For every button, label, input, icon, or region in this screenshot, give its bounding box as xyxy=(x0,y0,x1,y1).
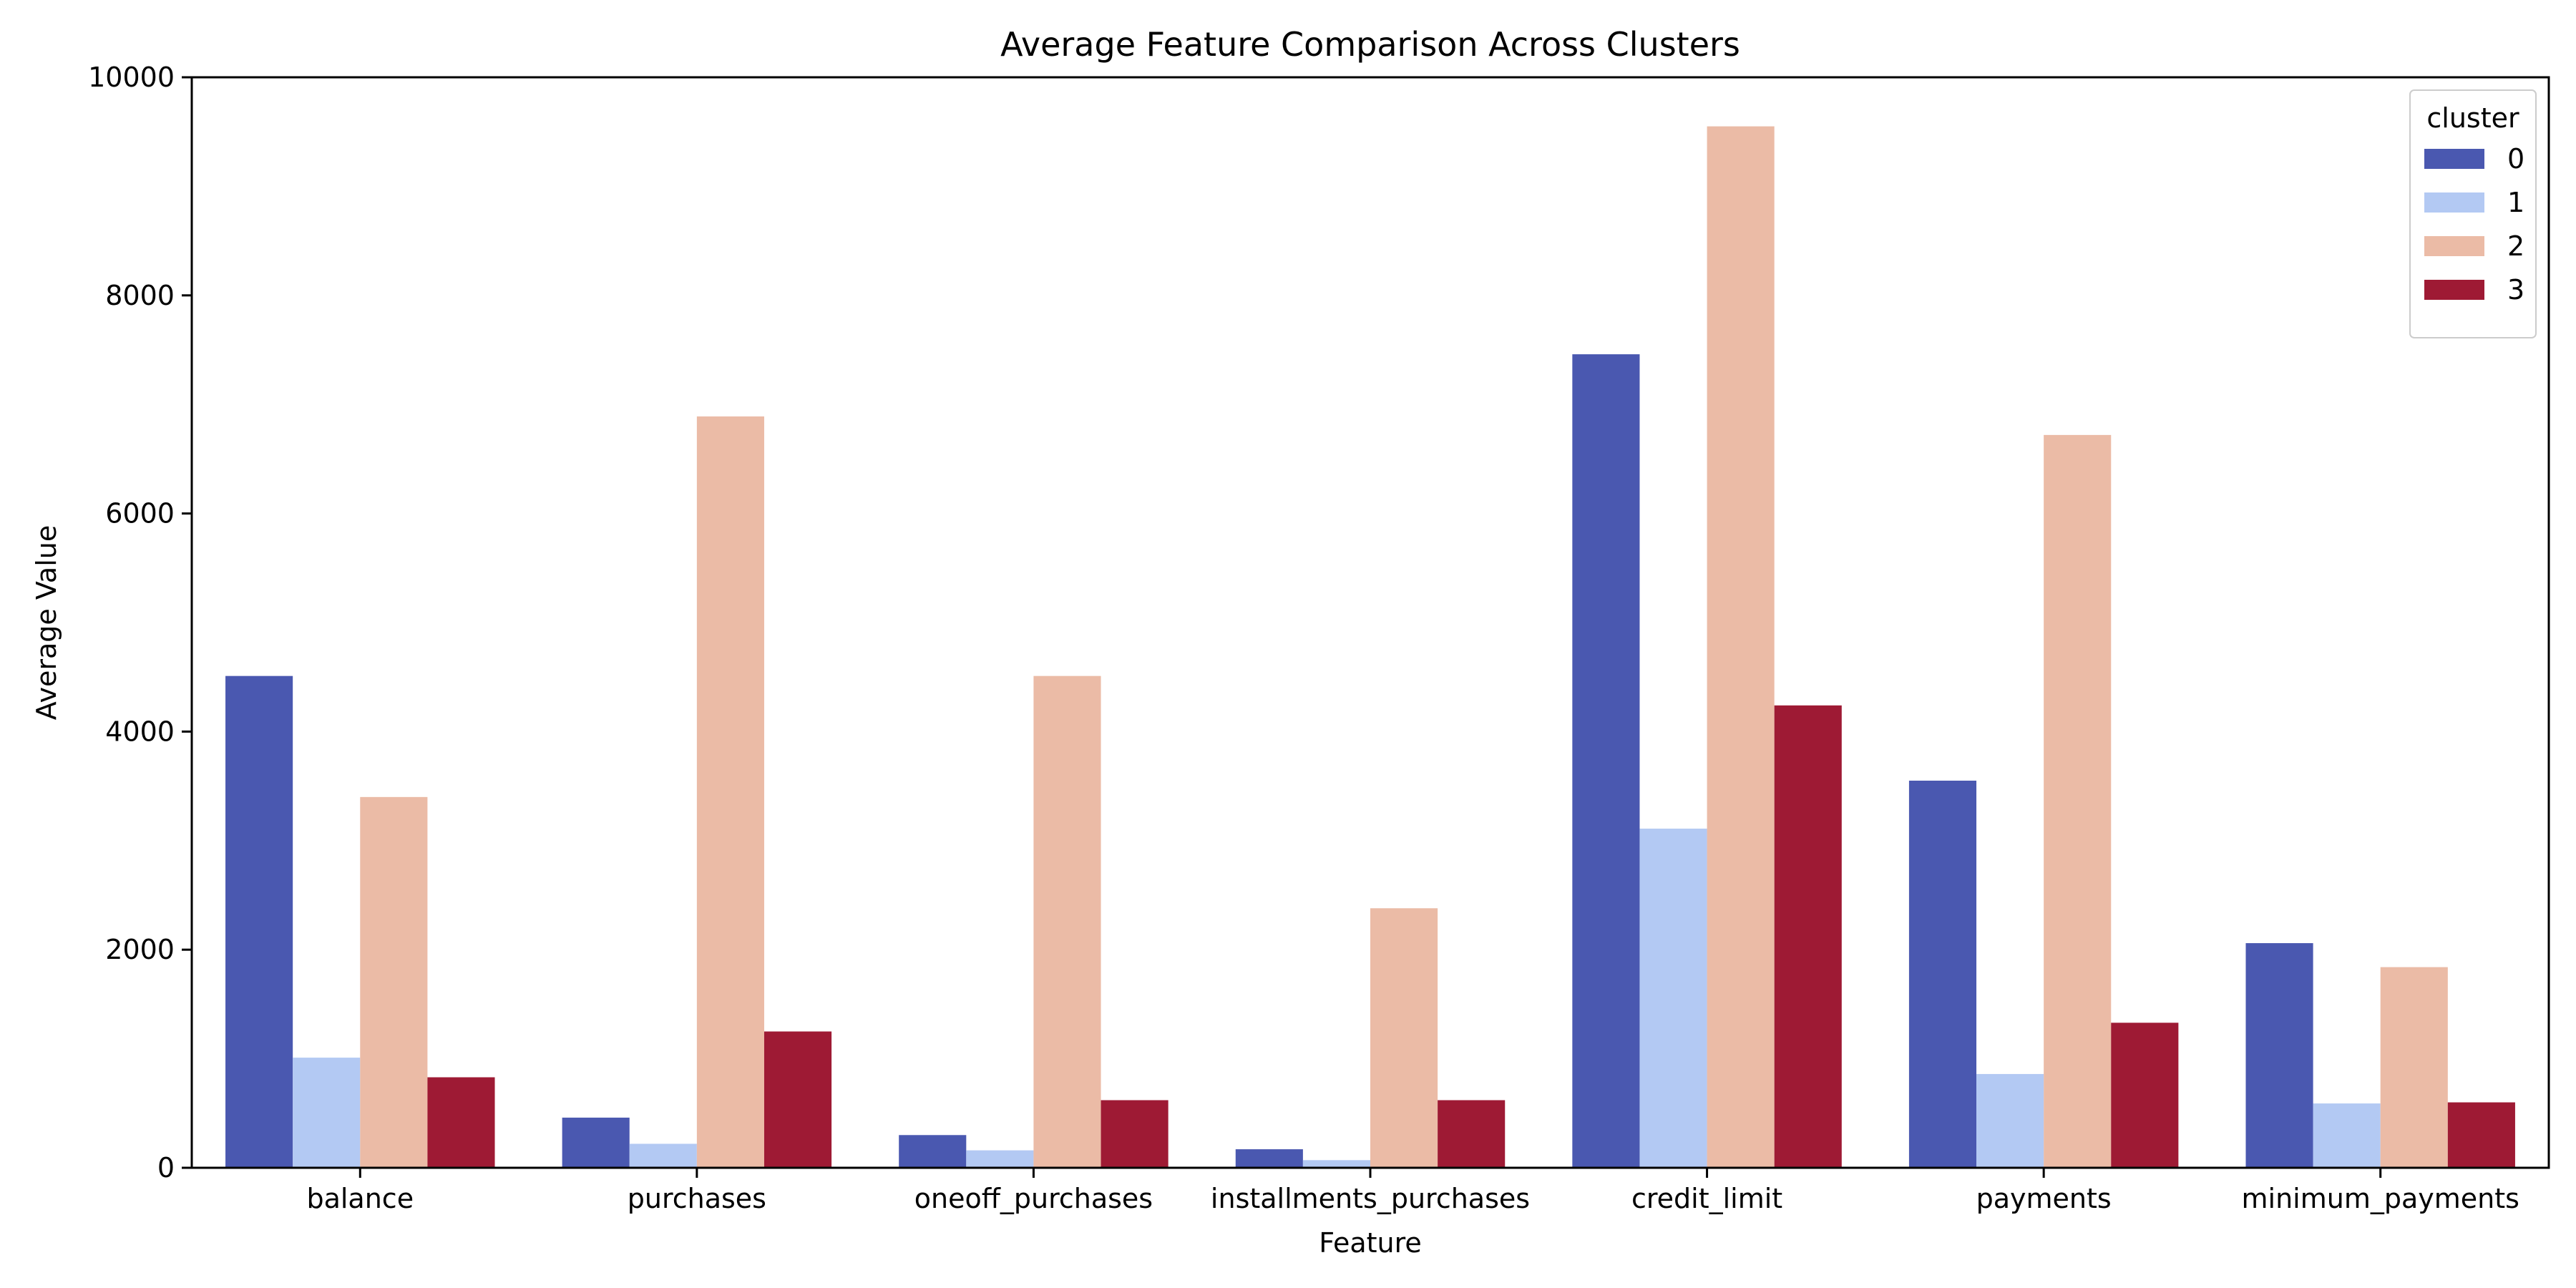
y-tick-label: 0 xyxy=(157,1152,175,1184)
x-tick-label-installments-purchases: installments_purchases xyxy=(1211,1183,1530,1214)
bar-purchases-cluster-1 xyxy=(629,1143,697,1168)
bar-purchases-cluster-2 xyxy=(696,416,764,1168)
legend-label-cluster-0: 0 xyxy=(2507,143,2524,175)
bar-minimum-payments-cluster-2 xyxy=(2380,967,2448,1168)
bar-oneoff-purchases-cluster-3 xyxy=(1101,1100,1169,1168)
x-tick-label-payments: payments xyxy=(1976,1183,2112,1214)
x-axis-ticks: balance purchases oneoff_purchases installm… xyxy=(306,1168,2519,1214)
bar-credit-limit-cluster-0 xyxy=(1572,354,1640,1169)
bar-credit-limit-cluster-1 xyxy=(1639,829,1707,1168)
chart-title: Average Feature Comparison Across Cluste… xyxy=(1000,25,1740,64)
bar-balance-cluster-0 xyxy=(225,675,293,1168)
bars-layer xyxy=(225,126,2515,1169)
legend-label-cluster-3: 3 xyxy=(2507,274,2524,306)
bar-payments-cluster-2 xyxy=(2044,434,2112,1168)
bar-purchases-cluster-3 xyxy=(763,1031,832,1168)
x-tick-label-minimum-payments: minimum_payments xyxy=(2242,1183,2519,1214)
bar-installments-purchases-cluster-1 xyxy=(1302,1160,1370,1168)
bar-minimum-payments-cluster-1 xyxy=(2313,1103,2381,1168)
bar-oneoff-purchases-cluster-2 xyxy=(1033,675,1101,1168)
x-tick-label-credit-limit: credit_limit xyxy=(1631,1183,1782,1214)
legend-swatch-cluster-1 xyxy=(2424,192,2484,213)
bar-purchases-cluster-0 xyxy=(562,1117,630,1168)
legend-swatch-cluster-0 xyxy=(2424,149,2484,169)
legend: cluster 0 1 2 3 xyxy=(2409,89,2537,338)
bar-payments-cluster-1 xyxy=(1976,1073,2044,1168)
legend-title: cluster xyxy=(2426,102,2519,134)
bar-payments-cluster-0 xyxy=(1908,780,1977,1168)
x-tick-label-oneoff-purchases: oneoff_purchases xyxy=(914,1183,1153,1214)
y-tick-label: 10000 xyxy=(88,62,175,93)
bar-credit-limit-cluster-3 xyxy=(1774,705,1842,1168)
legend-label-cluster-1: 1 xyxy=(2507,187,2524,218)
bar-installments-purchases-cluster-3 xyxy=(1438,1100,1506,1168)
bar-balance-cluster-3 xyxy=(427,1077,495,1168)
y-axis-label: Average Value xyxy=(31,525,62,720)
bar-installments-purchases-cluster-2 xyxy=(1370,908,1438,1168)
legend-swatch-cluster-2 xyxy=(2424,236,2484,256)
bar-credit-limit-cluster-2 xyxy=(1707,126,1775,1169)
bar-oneoff-purchases-cluster-0 xyxy=(899,1135,967,1168)
bar-balance-cluster-1 xyxy=(293,1058,361,1168)
y-tick-label: 4000 xyxy=(105,716,175,747)
y-tick-label: 6000 xyxy=(105,498,175,530)
x-tick-label-balance: balance xyxy=(306,1183,414,1214)
legend-swatch-cluster-3 xyxy=(2424,280,2484,300)
y-axis-ticks: 0 2000 4000 6000 8000 10000 xyxy=(88,62,192,1184)
bar-minimum-payments-cluster-3 xyxy=(2447,1102,2515,1168)
legend-label-cluster-2: 2 xyxy=(2507,230,2524,262)
y-tick-label: 2000 xyxy=(105,934,175,965)
legend-entries: 0 1 2 3 xyxy=(2424,143,2524,306)
bar-payments-cluster-3 xyxy=(2111,1023,2179,1168)
y-tick-label: 8000 xyxy=(105,280,175,311)
bar-oneoff-purchases-cluster-1 xyxy=(966,1150,1034,1168)
bar-installments-purchases-cluster-0 xyxy=(1235,1149,1303,1168)
bar-balance-cluster-2 xyxy=(360,796,428,1168)
bar-minimum-payments-cluster-0 xyxy=(2245,943,2313,1168)
x-axis-label: Feature xyxy=(1319,1227,1422,1259)
x-tick-label-purchases: purchases xyxy=(628,1183,766,1214)
